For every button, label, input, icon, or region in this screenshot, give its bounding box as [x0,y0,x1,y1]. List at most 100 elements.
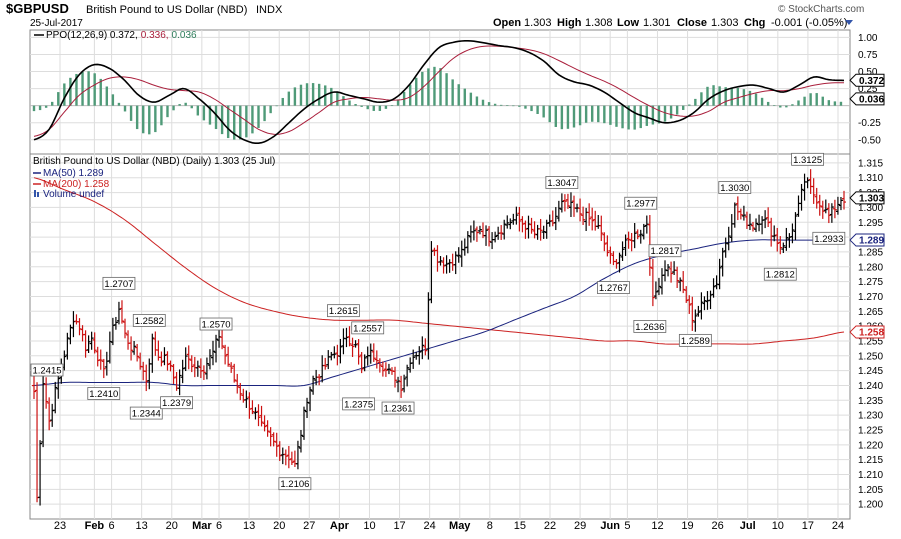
price-bar [487,226,492,247]
histogram-bar [633,105,636,130]
histogram-bar [651,105,655,125]
price-bar [144,364,149,392]
histogram-bar [421,71,424,106]
price-bar [426,292,431,360]
x-tick-label: 26 [712,520,724,532]
price-bar [235,373,240,394]
price-annotation: 1.2344 [132,409,161,420]
price-bar [444,255,449,274]
x-tick-label: 20 [273,520,285,532]
histogram-bar [754,93,758,106]
histogram-bar [251,105,254,134]
histogram-bar [584,105,588,123]
histogram-bar [694,98,697,106]
x-tick-label: 24 [832,520,844,532]
histogram-bar [663,105,667,122]
price-bar [541,225,546,239]
histogram-bar [366,105,369,110]
price-bar [626,231,631,249]
annotation-box [87,387,121,400]
histogram-bar [172,105,175,111]
price-bar [484,225,489,246]
histogram-bar [779,105,782,108]
histogram-bar [372,105,375,111]
annotation-box [718,181,752,194]
price-gridlines [30,162,850,505]
price-bar [195,360,200,377]
price-bar [311,375,316,395]
price-bar [204,357,209,380]
price-bar [44,377,49,409]
price-bar [423,338,428,356]
histogram-bar [542,105,545,118]
histogram-bar [518,105,521,107]
price-bar [177,369,182,396]
histogram-bar [287,91,291,106]
price-annotation: 1.2767 [599,283,628,294]
price-y-tick: 1.245 [858,366,883,377]
price-bar [693,309,698,332]
histogram-bar [439,68,442,106]
price-bar [669,261,674,283]
open-label: Open [493,17,521,29]
price-bar [820,200,825,219]
price-bar [274,432,279,457]
chevron-down-icon[interactable] [845,20,853,25]
histogram-bar [57,92,60,106]
price-bar [77,318,82,336]
price-annotation: 1.2636 [635,322,664,333]
price-annotation: 1.2415 [32,366,61,377]
histogram-bar [214,105,218,130]
price-bar [684,286,689,303]
x-tick-label: May [449,520,471,532]
histogram-bar [524,105,527,109]
price-bar [380,361,385,377]
price-bar [505,215,510,229]
x-tick-label: 13 [243,520,255,532]
price-bar [811,178,816,204]
histogram-bar [766,101,770,106]
price-bar [368,343,373,364]
price-bar [332,346,337,359]
histogram-bar [427,68,430,106]
price-bar [602,232,607,252]
histogram-bar [311,83,315,106]
price-bar [338,338,343,364]
histogram-bar [269,105,272,114]
histogram-bar [178,104,181,106]
price-bar [772,225,777,242]
ppo-line [33,40,845,144]
price-bar [308,386,313,412]
price-bar [678,277,683,292]
annotation-box [160,396,193,410]
price-bar [268,427,273,447]
annotation-box [381,401,415,415]
ppo-legend-label: PPO(12,26,9) 0.372, [46,30,138,41]
price-legend: British Pound to US Dollar (NBD) (Daily)… [33,156,275,200]
price-bar [781,242,786,254]
histogram-bar [75,73,78,106]
annotation-box [812,231,846,245]
histogram-bar [809,93,812,106]
price-bar [344,327,349,348]
price-bar [289,451,294,465]
price-bar [590,207,595,231]
histogram-current-label: 0.036 [859,94,884,105]
price-annotation: 1.2410 [89,389,118,400]
histogram-bar [305,83,309,106]
ppo-histogram [32,66,843,140]
histogram-bar [415,77,418,106]
price-bar [805,177,810,189]
price-bar [159,351,164,367]
histogram-bar [682,105,685,110]
price-bar [720,247,725,277]
histogram-bar [785,105,788,108]
price-bar [814,187,819,209]
histogram-bar [688,104,691,106]
price-bar [56,373,61,399]
price-bar [741,205,746,221]
ma200-current-label: 1.258 [859,328,884,339]
annotation-box [597,281,630,294]
price-bar [617,252,622,273]
price-bar [359,352,364,374]
